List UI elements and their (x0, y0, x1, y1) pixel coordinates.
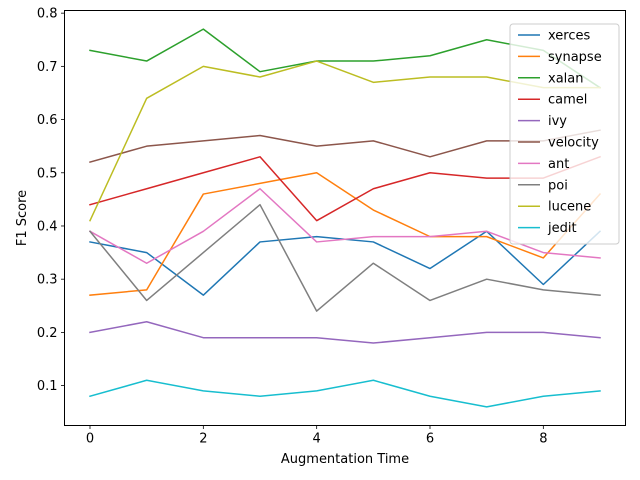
series-line-poi (88, 203, 601, 312)
series-line-synapse (89, 172, 602, 296)
y-tick-label: 0.8 (37, 7, 58, 22)
legend-label-synapse: synapse (548, 50, 602, 65)
x-tick-label: 0 (86, 432, 94, 447)
x-tick-label: 2 (199, 432, 207, 447)
y-tick-label: 0.3 (37, 273, 58, 288)
y-tick-label: 0.7 (37, 60, 58, 75)
legend-label-ant: ant (548, 157, 569, 172)
legend-label-ivy: ivy (548, 114, 567, 129)
legend-label-poi: poi (548, 178, 568, 193)
legend-label-jedit: jedit (547, 221, 577, 236)
legend-label-xerces: xerces (548, 29, 590, 44)
legend-box (509, 23, 620, 245)
legend-label-velocity: velocity (548, 136, 599, 151)
x-axis-label: Augmentation Time (281, 452, 409, 467)
legend-label-xalan: xalan (548, 71, 583, 86)
y-tick-label: 0.1 (37, 379, 58, 394)
x-tick-label: 6 (426, 432, 434, 447)
x-tick-label: 8 (539, 432, 547, 447)
y-axis-label: F1 Score (15, 190, 30, 246)
series-line-jedit (89, 379, 601, 408)
legend: xerces synapse xalan camel ivy velocity ant poi… (509, 23, 620, 245)
y-tick-label: 0.2 (37, 326, 58, 341)
legend-label-camel: camel (548, 93, 587, 108)
plot-frame (64, 10, 626, 426)
x-tick-label: 4 (313, 432, 321, 447)
series-line-ivy (89, 321, 601, 344)
legend-label-lucene: lucene (548, 200, 591, 215)
y-tick-label: 0.6 (37, 113, 58, 128)
x-axis-ticks: 0 2 4 6 8 (86, 425, 547, 447)
y-tick-label: 0.5 (37, 166, 58, 181)
y-tick-label: 0.4 (37, 219, 58, 234)
y-axis-ticks: 0.1 0.2 0.3 0.4 0.5 0.6 0.7 0.8 (37, 7, 65, 394)
